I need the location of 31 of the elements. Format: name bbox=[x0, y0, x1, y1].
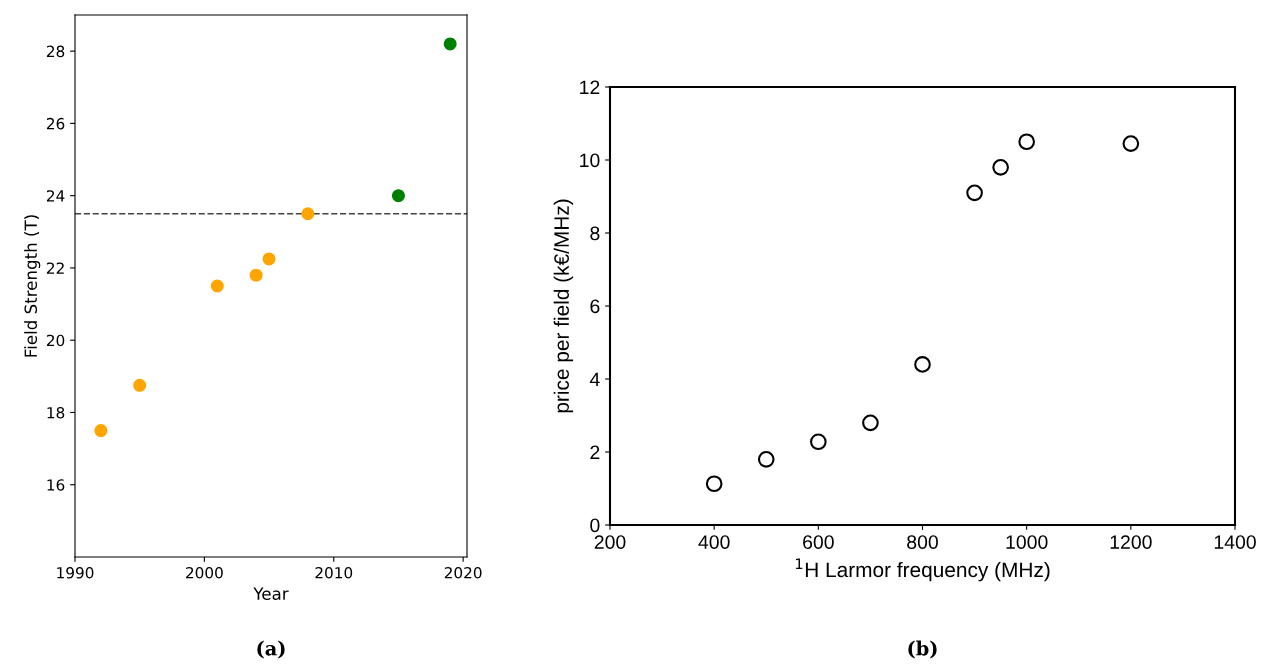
x-tick-label: 2020 bbox=[444, 566, 482, 579]
x-tick-label: 400 bbox=[698, 535, 730, 549]
y-tick-label: 18 bbox=[47, 406, 65, 419]
y-tick-label: 20 bbox=[46, 334, 65, 347]
y-tick-label: 10 bbox=[580, 153, 600, 168]
y-tick-label: 12 bbox=[580, 80, 600, 95]
y-tick-label: 24 bbox=[46, 190, 65, 202]
text: (b) bbox=[908, 640, 937, 659]
x-tick-label: 2000 bbox=[186, 566, 223, 579]
x-tick-label: 2010 bbox=[315, 566, 353, 579]
x-tick-label: 200 bbox=[594, 535, 626, 549]
x-tick-label: 1400 bbox=[1214, 535, 1256, 549]
y-tick-label: 26 bbox=[46, 117, 65, 130]
x-tick-label: 800 bbox=[907, 535, 938, 549]
x-axis-title: $^{1}$H Larmor frequency (MHz) bbox=[795, 558, 1050, 582]
text: (a) bbox=[257, 640, 285, 659]
y-tick-label: 4 bbox=[589, 372, 600, 387]
y-tick-label: 8 bbox=[590, 226, 600, 241]
y-axis-title: price per field (k€/MHz) bbox=[553, 199, 574, 413]
x-tick-label: 1000 bbox=[1006, 535, 1048, 549]
y-tick-label: 6 bbox=[590, 299, 600, 314]
x-tick-label: 1990 bbox=[57, 566, 94, 579]
y-tick-label: 16 bbox=[47, 479, 65, 491]
y-tick-label: 28 bbox=[46, 45, 65, 58]
x-axis-title: Year bbox=[253, 587, 289, 600]
y-tick-label: 22 bbox=[46, 262, 64, 274]
x-tick-label: 1200 bbox=[1110, 535, 1152, 549]
y-tick-label: 2 bbox=[590, 445, 600, 460]
y-tick-label: 0 bbox=[590, 518, 600, 533]
y-axis-title: Field Strength (T) bbox=[24, 215, 41, 357]
x-tick-label: 600 bbox=[803, 535, 834, 549]
